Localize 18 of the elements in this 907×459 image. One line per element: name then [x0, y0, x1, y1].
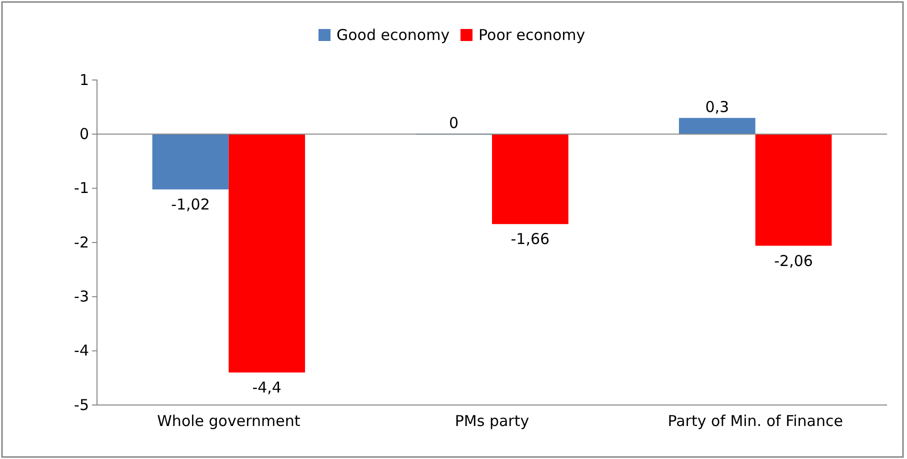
legend-label: Good economy [336, 26, 450, 44]
y-tick-label: 1 [79, 70, 89, 89]
y-tick-label: 0 [79, 124, 89, 143]
y-tick-label: -1 [74, 179, 89, 198]
x-tick-label: Party of Min. of Finance [668, 412, 843, 430]
data-label: -1,66 [510, 230, 550, 248]
data-label: -4,4 [252, 378, 282, 396]
y-tick-label: -2 [74, 233, 89, 252]
x-tick-label: PMs party [454, 412, 530, 430]
y-tick-label: -5 [74, 396, 89, 414]
x-tick-label: Whole government [157, 412, 300, 430]
data-label: 0,3 [705, 98, 730, 116]
data-label: 0 [449, 114, 459, 132]
legend-label: Poor economy [478, 26, 586, 44]
y-tick-label: -4 [74, 342, 89, 360]
data-label: -2,06 [774, 252, 813, 270]
data-label: -1,02 [171, 195, 210, 214]
y-tick-label: -3 [74, 287, 89, 306]
